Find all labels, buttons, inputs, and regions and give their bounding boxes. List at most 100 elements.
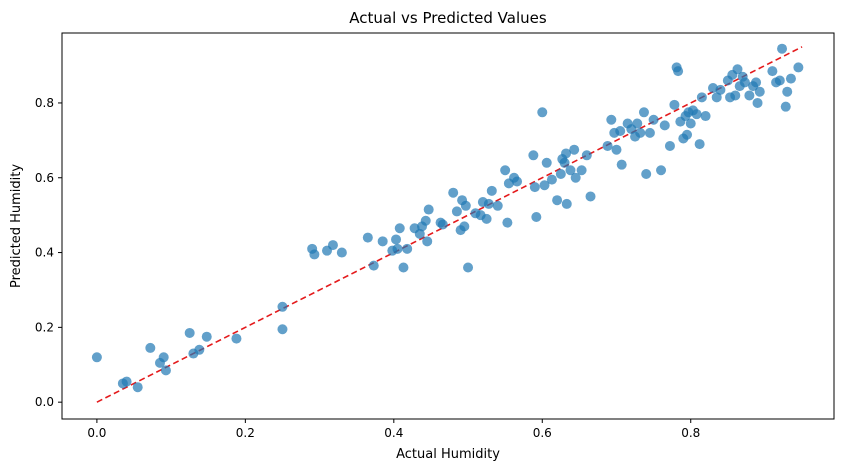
- scatter-point: [422, 236, 433, 247]
- scatter-point: [362, 232, 373, 243]
- y-tick-label: 0.0: [35, 395, 54, 409]
- scatter-point: [398, 262, 409, 273]
- scatter-point: [481, 213, 492, 224]
- scatter-point: [632, 118, 643, 129]
- scatter-point: [673, 66, 684, 77]
- scatter-point: [694, 139, 705, 150]
- scatter-point: [648, 114, 659, 125]
- chart-title: Actual vs Predicted Values: [349, 9, 547, 27]
- x-tick-label: 0.2: [236, 426, 255, 440]
- scatter-point: [785, 73, 796, 84]
- scatter-point: [277, 324, 288, 335]
- scatter-point: [606, 114, 617, 125]
- scatter-point: [685, 118, 696, 129]
- scatter-point: [529, 182, 540, 193]
- plot-area-frame: [61, 32, 835, 420]
- scatter-point: [552, 195, 563, 206]
- x-tick-label: 0.6: [533, 426, 552, 440]
- scatter-point: [616, 159, 627, 170]
- scatter-point: [569, 144, 580, 155]
- scatter-point: [463, 262, 474, 273]
- scatter-point: [309, 249, 320, 260]
- scatter-point: [391, 234, 402, 245]
- x-tick-label: 0.0: [87, 426, 106, 440]
- scatter-point: [145, 342, 156, 353]
- scatter-point: [201, 331, 212, 342]
- scatter-point: [451, 206, 462, 217]
- scatter-point: [570, 172, 581, 183]
- scatter-point: [537, 107, 548, 118]
- scatter-point: [730, 90, 741, 101]
- scatter-point: [459, 221, 470, 232]
- scatter-point: [561, 148, 572, 159]
- scatter-point: [555, 169, 566, 180]
- scatter-point: [565, 165, 576, 176]
- scatter-point: [531, 212, 542, 223]
- scatter-point: [559, 157, 570, 168]
- scatter-point: [91, 352, 102, 363]
- scatter-point: [715, 84, 726, 95]
- scatter-point: [581, 150, 592, 161]
- scatter-point: [641, 169, 652, 180]
- scatter-point: [615, 125, 626, 136]
- scatter-point: [231, 333, 242, 344]
- scatter-point: [528, 150, 539, 161]
- scatter-point: [751, 77, 762, 88]
- scatter-point: [669, 99, 680, 110]
- scatter-point: [711, 92, 722, 103]
- x-tick-label: 0.8: [681, 426, 700, 440]
- scatter-point: [394, 223, 405, 234]
- scatter-point: [638, 107, 649, 118]
- scatter-point: [744, 90, 755, 101]
- scatter-point: [754, 86, 765, 97]
- scatter-point: [500, 165, 511, 176]
- scatter-point: [691, 109, 702, 120]
- scatter-point: [782, 86, 793, 97]
- scatter-point: [392, 243, 403, 254]
- scatter-point: [277, 301, 288, 312]
- scatter-point: [368, 260, 379, 271]
- scatter-point: [377, 236, 388, 247]
- y-axis-label: Predicted Humidity: [9, 164, 24, 288]
- scatter-point: [664, 140, 675, 151]
- scatter-point: [160, 365, 171, 376]
- scatter-point: [460, 200, 471, 211]
- scatter-point: [602, 140, 613, 151]
- y-tick-label: 0.2: [35, 320, 54, 334]
- x-axis: 0.0 0.2 0.4 0.6 0.8: [87, 419, 700, 440]
- scatter-point: [635, 127, 646, 138]
- scatter-point: [483, 198, 494, 209]
- scatter-point: [576, 165, 587, 176]
- scatter-point: [158, 352, 169, 363]
- scatter-point: [194, 344, 205, 355]
- scatter-point: [539, 180, 550, 191]
- scatter-point: [512, 176, 523, 187]
- scatter-point: [644, 127, 655, 138]
- scatter-point: [780, 101, 791, 112]
- scatter-point: [656, 165, 667, 176]
- scatter-point: [502, 217, 513, 228]
- scatter-point: [420, 215, 431, 226]
- scatter-point: [486, 185, 497, 196]
- scatter-point: [752, 97, 763, 108]
- y-tick-label: 0.6: [35, 171, 54, 185]
- scatter-point: [184, 327, 195, 338]
- scatter-point: [561, 198, 572, 209]
- scatter-point: [700, 111, 711, 122]
- scatter-point: [327, 240, 338, 251]
- scatter-point: [682, 129, 693, 140]
- scatter-point: [437, 219, 448, 230]
- scatter-point: [732, 64, 743, 75]
- scatter-point: [739, 77, 750, 88]
- scatter-point: [402, 243, 413, 254]
- scatter-point: [767, 66, 778, 77]
- reference-line: [96, 46, 803, 403]
- data-points: [91, 43, 804, 393]
- y-axis: 0.0 0.2 0.4 0.6 0.8: [35, 96, 62, 409]
- y-tick-label: 0.4: [35, 246, 54, 260]
- x-tick-label: 0.4: [384, 426, 403, 440]
- scatter-point: [696, 92, 707, 103]
- y-tick-label: 0.8: [35, 96, 54, 110]
- scatter-point: [121, 376, 132, 387]
